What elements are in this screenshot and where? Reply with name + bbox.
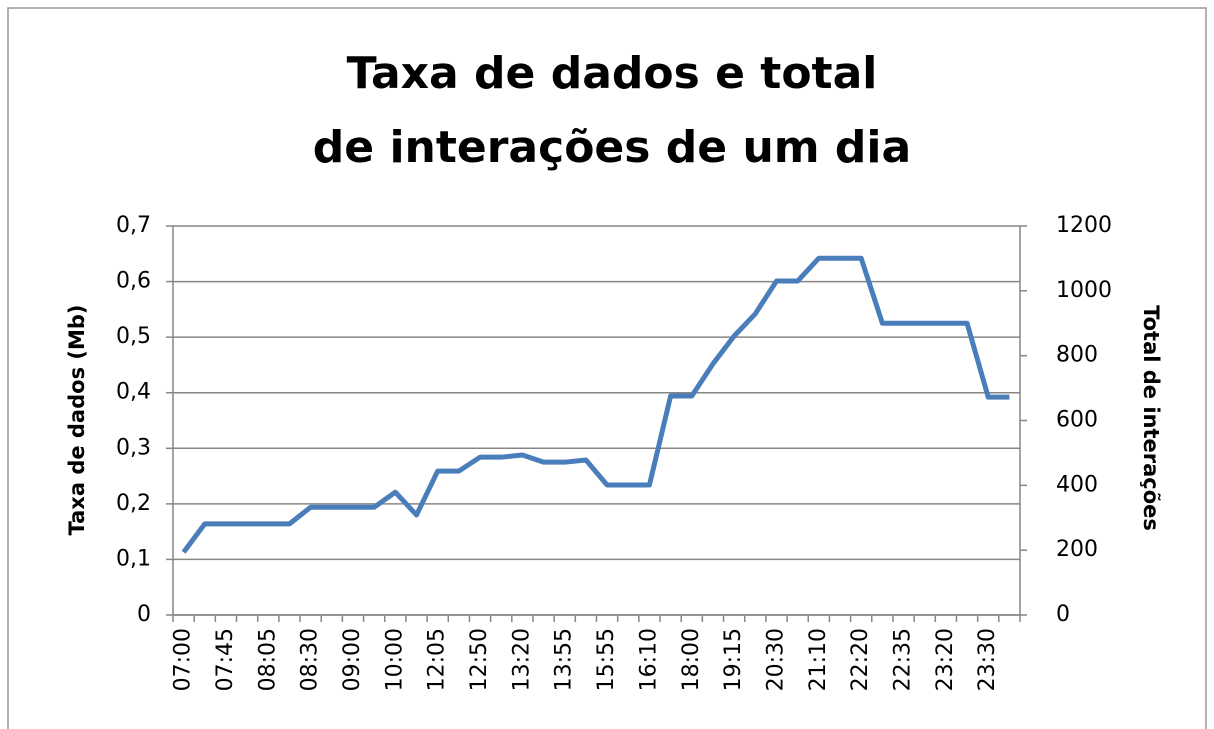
x-tick-label: 07:45 bbox=[213, 628, 238, 691]
x-tick-label: 09:00 bbox=[340, 628, 365, 691]
y2-tick-label: 200 bbox=[1056, 537, 1098, 562]
y2-tick-label: 400 bbox=[1056, 472, 1098, 497]
y-tick-label: 0,6 bbox=[116, 269, 151, 294]
x-tick-label: 22:35 bbox=[891, 628, 916, 691]
y-tick-label: 0,2 bbox=[116, 491, 151, 516]
x-tick-label: 22:20 bbox=[848, 628, 873, 691]
y-tick-label: 0,5 bbox=[116, 324, 151, 349]
x-tick-label: 15:55 bbox=[594, 628, 619, 691]
y-tick-label: 0,4 bbox=[116, 380, 151, 405]
chart-frame bbox=[7, 7, 1207, 729]
x-tick-label: 21:10 bbox=[806, 628, 831, 691]
y-tick-label: 0,1 bbox=[116, 546, 151, 571]
chart-title: Taxa de dados e total bbox=[347, 48, 878, 99]
x-tick-label: 13:55 bbox=[552, 628, 577, 691]
y-tick-label: 0,3 bbox=[116, 435, 151, 460]
y2-tick-label: 800 bbox=[1056, 343, 1098, 368]
y-tick-label: 0,7 bbox=[116, 213, 151, 238]
x-tick-label: 12:50 bbox=[467, 628, 492, 691]
y2-tick-label: 1000 bbox=[1056, 278, 1112, 303]
x-tick-label: 23:20 bbox=[933, 628, 958, 691]
y2-tick-label: 0 bbox=[1056, 602, 1070, 627]
y2-tick-label: 1200 bbox=[1056, 213, 1112, 238]
x-tick-label: 19:15 bbox=[721, 628, 746, 691]
y-axis-label: Taxa de dados (Mb) bbox=[65, 305, 89, 536]
data-line bbox=[181, 255, 1010, 554]
x-tick-label: 10:00 bbox=[382, 628, 407, 691]
x-tick-label: 18:00 bbox=[679, 628, 704, 691]
x-tick-label: 16:10 bbox=[636, 628, 661, 691]
x-tick-label: 08:30 bbox=[298, 628, 323, 691]
y2-tick-label: 600 bbox=[1056, 408, 1098, 433]
x-tick-label: 23:30 bbox=[975, 628, 1000, 691]
chart-title: de interações de um dia bbox=[313, 122, 911, 173]
x-tick-label: 07:00 bbox=[171, 628, 196, 691]
x-tick-label: 20:30 bbox=[763, 628, 788, 691]
x-tick-label: 13:20 bbox=[509, 628, 534, 691]
x-tick-label: 08:05 bbox=[255, 628, 280, 691]
x-tick-label: 12:05 bbox=[425, 628, 450, 691]
y2-axis-label: Total de interações bbox=[1139, 305, 1163, 531]
y-tick-label: 0 bbox=[137, 602, 151, 627]
